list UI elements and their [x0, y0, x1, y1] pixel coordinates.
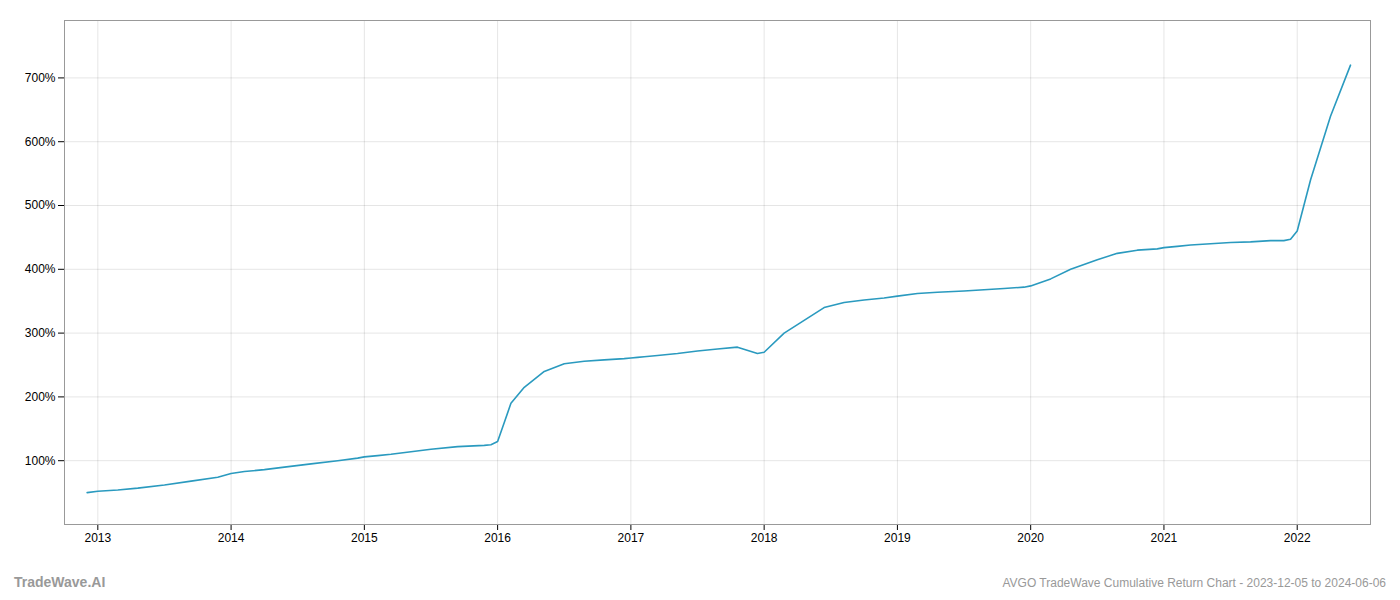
svg-text:2018: 2018: [751, 531, 778, 545]
svg-text:2022: 2022: [1284, 531, 1311, 545]
svg-text:2014: 2014: [218, 531, 245, 545]
svg-text:400%: 400%: [25, 262, 56, 276]
svg-text:2021: 2021: [1151, 531, 1178, 545]
svg-text:300%: 300%: [25, 326, 56, 340]
svg-text:2015: 2015: [351, 531, 378, 545]
html-text:TradeWave.AI: TradeWave.AI: [14, 574, 106, 590]
svg-text:2020: 2020: [1017, 531, 1044, 545]
svg-text:2016: 2016: [484, 531, 511, 545]
svg-text:700%: 700%: [25, 71, 56, 85]
svg-text:500%: 500%: [25, 198, 56, 212]
svg-text:200%: 200%: [25, 390, 56, 404]
html-text:AVGO TradeWave Cumulative Retu: AVGO TradeWave Cumulative Return Chart -…: [1002, 576, 1386, 590]
svg-text:600%: 600%: [25, 135, 56, 149]
svg-text:100%: 100%: [25, 454, 56, 468]
svg-text:2013: 2013: [84, 531, 111, 545]
svg-text:2017: 2017: [618, 531, 645, 545]
svg-text:2019: 2019: [884, 531, 911, 545]
